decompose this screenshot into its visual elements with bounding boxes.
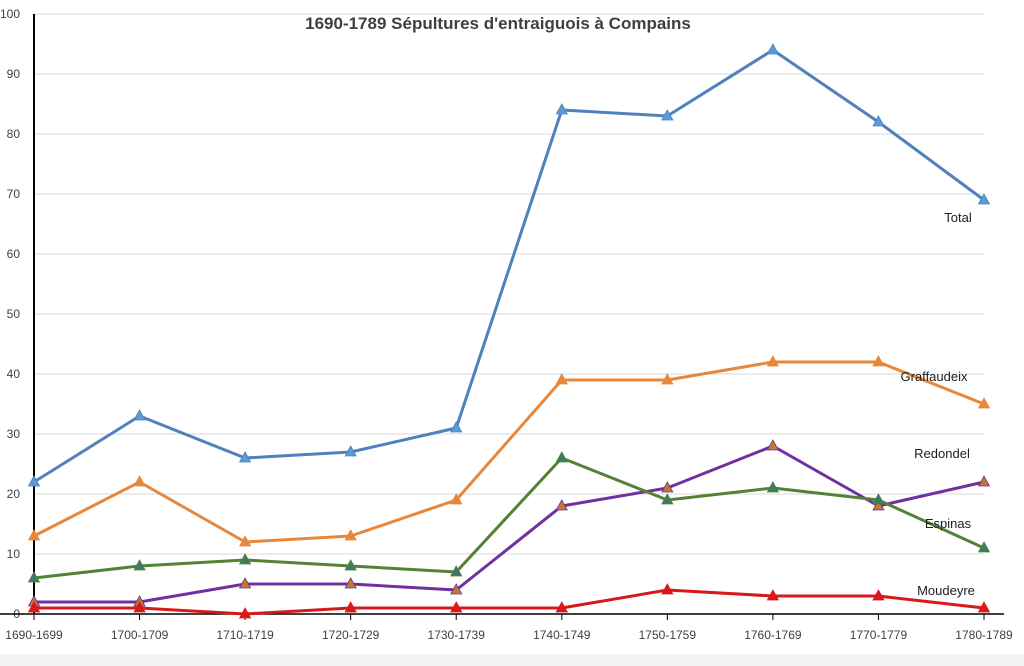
data-point <box>661 493 674 505</box>
data-point <box>872 589 885 601</box>
x-tick-label: 1770-1779 <box>850 628 908 642</box>
series-line <box>33 48 985 484</box>
data-point <box>555 103 568 115</box>
x-tick-label: 1780-1789 <box>955 628 1013 642</box>
data-point <box>133 475 146 487</box>
data-point <box>133 409 146 421</box>
x-tick-label: 1700-1709 <box>111 628 169 642</box>
series-labels: Total Graffaudeix Redondel Espinas Moudeyre <box>901 210 975 598</box>
series-espinas <box>27 451 991 583</box>
data-point <box>238 577 252 589</box>
data-point <box>661 583 674 595</box>
data-point <box>661 373 674 385</box>
series-line <box>34 588 985 616</box>
footer-bar <box>0 654 1024 666</box>
series-label: Espinas <box>925 516 972 531</box>
x-tick-label: 1740-1749 <box>533 628 591 642</box>
data-point <box>661 481 674 493</box>
series-redondel <box>27 439 991 607</box>
data-point <box>766 43 780 55</box>
series-label: Total <box>944 210 972 225</box>
y-tick-label: 60 <box>7 247 21 261</box>
series-line <box>33 456 985 580</box>
data-point <box>27 475 41 487</box>
data-point <box>555 373 568 385</box>
series-line <box>34 444 985 604</box>
y-tick-label: 90 <box>7 67 21 81</box>
data-point <box>450 493 463 505</box>
data-point <box>977 601 991 613</box>
data-point <box>344 577 357 589</box>
y-tick-label: 20 <box>7 487 21 501</box>
series-label: Graffaudeix <box>901 369 968 384</box>
data-point <box>872 493 885 505</box>
data-point <box>238 553 252 565</box>
series-graffaudeix <box>27 355 991 547</box>
data-point <box>27 529 41 541</box>
data-point <box>450 565 463 577</box>
data-point <box>661 109 674 121</box>
data-point <box>872 499 885 511</box>
data-point <box>977 397 991 409</box>
data-point <box>450 421 463 433</box>
series-total <box>27 43 991 487</box>
data-point <box>977 193 991 205</box>
data-point <box>766 481 780 493</box>
x-tick-label: 1760-1769 <box>744 628 802 642</box>
y-tick-label: 100 <box>0 7 20 21</box>
series-moudeyre <box>27 583 991 619</box>
data-point <box>555 601 568 613</box>
data-point <box>555 499 568 511</box>
data-point <box>450 583 463 595</box>
x-tick-label: 1750-1759 <box>639 628 697 642</box>
x-tick-label: 1720-1729 <box>322 628 380 642</box>
data-point <box>555 451 568 463</box>
y-tick-label: 80 <box>7 127 21 141</box>
y-tick-label: 10 <box>7 547 21 561</box>
data-point <box>450 601 463 613</box>
data-point <box>344 601 357 613</box>
gridlines <box>34 13 984 555</box>
data-point <box>238 535 252 547</box>
data-point <box>27 601 41 613</box>
data-point <box>872 115 885 127</box>
x-tick-label: 1710-1719 <box>216 628 274 642</box>
data-point <box>344 559 357 571</box>
data-point <box>977 541 991 553</box>
data-point <box>238 607 252 619</box>
series-layer <box>27 43 991 619</box>
x-axis: 1690-1699 1700-1709 1710-1719 1720-1729 1730… <box>0 613 1013 642</box>
data-point <box>238 451 252 463</box>
y-tick-label: 50 <box>7 307 21 321</box>
data-point <box>344 529 357 541</box>
data-point <box>344 445 357 457</box>
series-label: Moudeyre <box>917 583 975 598</box>
data-point <box>872 355 885 367</box>
data-point <box>27 571 41 583</box>
chart-title: 1690-1789 Sépultures d'entraiguois à Com… <box>305 14 691 33</box>
y-tick-label: 70 <box>7 187 21 201</box>
data-point <box>977 475 991 487</box>
x-tick-label: 1730-1739 <box>428 628 486 642</box>
series-line <box>33 360 985 544</box>
series-label: Redondel <box>914 446 970 461</box>
data-point <box>133 601 146 613</box>
x-tick-label: 1690-1699 <box>5 628 63 642</box>
y-tick-label: 30 <box>7 427 21 441</box>
data-point <box>766 589 780 601</box>
y-tick-label: 40 <box>7 367 21 381</box>
data-point <box>766 355 780 367</box>
data-point <box>766 439 780 451</box>
data-point <box>133 559 146 571</box>
